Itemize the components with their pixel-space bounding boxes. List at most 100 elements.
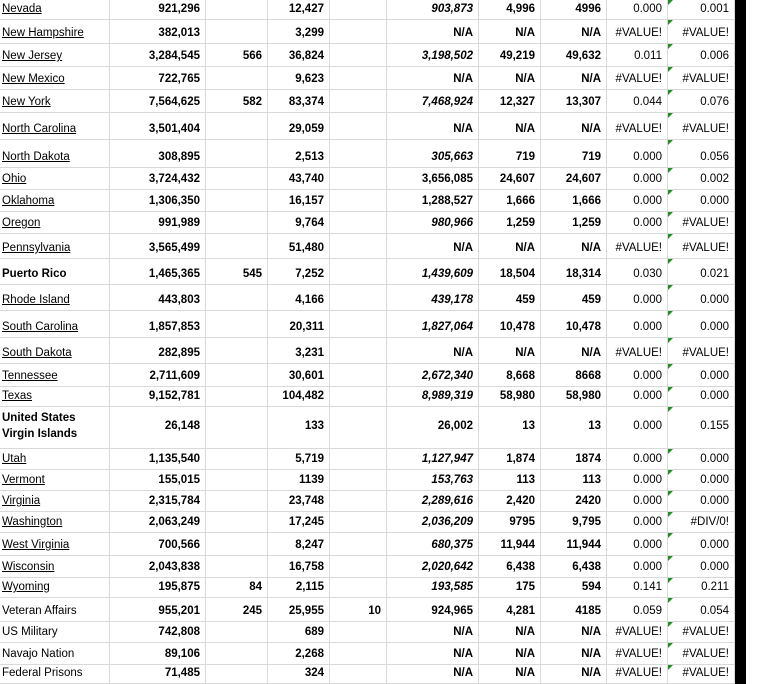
- cell-col-i[interactable]: 0.030: [607, 259, 668, 285]
- cell-col-h[interactable]: 10,478: [541, 311, 607, 338]
- cell-col-h[interactable]: 58,980: [541, 387, 607, 407]
- cell-col-d[interactable]: 9,764: [268, 212, 330, 234]
- cell-col-j[interactable]: #DIV/0!: [668, 512, 735, 533]
- cell-col-d[interactable]: 16,758: [268, 556, 330, 578]
- cell-col-i[interactable]: #VALUE!: [607, 67, 668, 90]
- cell-col-f[interactable]: 3,656,085: [387, 168, 479, 190]
- cell-col-g[interactable]: N/A: [479, 338, 541, 364]
- cell-col-h[interactable]: N/A: [541, 234, 607, 259]
- cell-col-f[interactable]: 1,439,609: [387, 259, 479, 285]
- cell-col-d[interactable]: 2,513: [268, 140, 330, 168]
- cell-col-e[interactable]: [330, 44, 387, 67]
- cell-col-e[interactable]: [330, 234, 387, 259]
- cell-col-e[interactable]: [330, 212, 387, 234]
- cell-col-b[interactable]: 991,989: [110, 212, 206, 234]
- cell-col-i[interactable]: 0.000: [607, 0, 668, 20]
- cell-col-h[interactable]: 1,666: [541, 190, 607, 212]
- cell-state-name[interactable]: Washington: [0, 512, 110, 533]
- cell-col-f[interactable]: 680,375: [387, 533, 479, 556]
- cell-col-b[interactable]: 9,152,781: [110, 387, 206, 407]
- cell-col-c[interactable]: [206, 285, 268, 311]
- cell-state-name[interactable]: Pennsylvania: [0, 234, 110, 259]
- cell-state-name[interactable]: Texas: [0, 387, 110, 407]
- cell-col-b[interactable]: 2,043,838: [110, 556, 206, 578]
- cell-col-b[interactable]: 1,465,365: [110, 259, 206, 285]
- cell-col-c[interactable]: 582: [206, 90, 268, 113]
- cell-col-i[interactable]: 0.000: [607, 364, 668, 387]
- cell-col-e[interactable]: [330, 622, 387, 643]
- cell-col-f[interactable]: 153,763: [387, 470, 479, 491]
- cell-col-g[interactable]: N/A: [479, 20, 541, 44]
- cell-state-name[interactable]: Wisconsin: [0, 556, 110, 578]
- cell-col-g[interactable]: 24,607: [479, 168, 541, 190]
- cell-col-f[interactable]: N/A: [387, 234, 479, 259]
- cell-col-e[interactable]: [330, 470, 387, 491]
- cell-col-g[interactable]: 4,281: [479, 598, 541, 622]
- cell-col-j[interactable]: 0.155: [668, 407, 735, 449]
- cell-col-c[interactable]: [206, 556, 268, 578]
- cell-col-e[interactable]: [330, 643, 387, 665]
- cell-col-f[interactable]: N/A: [387, 67, 479, 90]
- cell-col-j[interactable]: 0.000: [668, 533, 735, 556]
- cell-col-h[interactable]: 6,438: [541, 556, 607, 578]
- cell-col-d[interactable]: 2,115: [268, 578, 330, 598]
- cell-col-d[interactable]: 8,247: [268, 533, 330, 556]
- cell-col-i[interactable]: 0.044: [607, 90, 668, 113]
- cell-col-j[interactable]: #VALUE!: [668, 338, 735, 364]
- cell-col-b[interactable]: 700,566: [110, 533, 206, 556]
- cell-col-j[interactable]: 0.006: [668, 44, 735, 67]
- cell-col-f[interactable]: 980,966: [387, 212, 479, 234]
- cell-col-j[interactable]: 0.054: [668, 598, 735, 622]
- cell-col-g[interactable]: 1,666: [479, 190, 541, 212]
- cell-col-f[interactable]: 3,198,502: [387, 44, 479, 67]
- cell-col-i[interactable]: 0.000: [607, 190, 668, 212]
- cell-state-name[interactable]: Nevada: [0, 0, 110, 20]
- cell-col-e[interactable]: [330, 449, 387, 470]
- cell-col-c[interactable]: [206, 140, 268, 168]
- cell-col-i[interactable]: 0.000: [607, 556, 668, 578]
- cell-col-d[interactable]: 23,748: [268, 491, 330, 512]
- cell-col-f[interactable]: 924,965: [387, 598, 479, 622]
- cell-col-e[interactable]: [330, 140, 387, 168]
- cell-col-d[interactable]: 83,374: [268, 90, 330, 113]
- cell-col-c[interactable]: [206, 470, 268, 491]
- cell-col-d[interactable]: 324: [268, 665, 330, 684]
- cell-col-j[interactable]: 0.000: [668, 556, 735, 578]
- cell-col-g[interactable]: N/A: [479, 643, 541, 665]
- cell-col-h[interactable]: 4996: [541, 0, 607, 20]
- cell-col-j[interactable]: #VALUE!: [668, 20, 735, 44]
- cell-col-j[interactable]: #VALUE!: [668, 665, 735, 684]
- cell-col-b[interactable]: 742,808: [110, 622, 206, 643]
- cell-col-i[interactable]: 0.000: [607, 533, 668, 556]
- cell-col-j[interactable]: 0.000: [668, 311, 735, 338]
- cell-col-c[interactable]: [206, 338, 268, 364]
- cell-col-g[interactable]: 8,668: [479, 364, 541, 387]
- cell-col-e[interactable]: [330, 578, 387, 598]
- cell-col-f[interactable]: N/A: [387, 643, 479, 665]
- cell-col-j[interactable]: 0.000: [668, 190, 735, 212]
- cell-col-d[interactable]: 17,245: [268, 512, 330, 533]
- cell-col-b[interactable]: 955,201: [110, 598, 206, 622]
- cell-col-g[interactable]: 49,219: [479, 44, 541, 67]
- cell-col-i[interactable]: 0.000: [607, 407, 668, 449]
- cell-col-e[interactable]: [330, 407, 387, 449]
- cell-col-c[interactable]: [206, 212, 268, 234]
- cell-col-g[interactable]: N/A: [479, 234, 541, 259]
- cell-col-h[interactable]: 4185: [541, 598, 607, 622]
- cell-col-j[interactable]: #VALUE!: [668, 113, 735, 140]
- cell-col-d[interactable]: 1139: [268, 470, 330, 491]
- cell-col-i[interactable]: 0.000: [607, 470, 668, 491]
- cell-col-h[interactable]: 594: [541, 578, 607, 598]
- cell-col-i[interactable]: #VALUE!: [607, 643, 668, 665]
- cell-col-g[interactable]: 459: [479, 285, 541, 311]
- cell-col-c[interactable]: [206, 491, 268, 512]
- cell-col-e[interactable]: [330, 491, 387, 512]
- cell-col-g[interactable]: 11,944: [479, 533, 541, 556]
- cell-col-g[interactable]: 1,874: [479, 449, 541, 470]
- cell-col-c[interactable]: [206, 190, 268, 212]
- cell-state-name[interactable]: Tennessee: [0, 364, 110, 387]
- cell-col-b[interactable]: 2,711,609: [110, 364, 206, 387]
- cell-col-i[interactable]: #VALUE!: [607, 338, 668, 364]
- cell-col-j[interactable]: 0.021: [668, 259, 735, 285]
- cell-col-f[interactable]: 903,873: [387, 0, 479, 20]
